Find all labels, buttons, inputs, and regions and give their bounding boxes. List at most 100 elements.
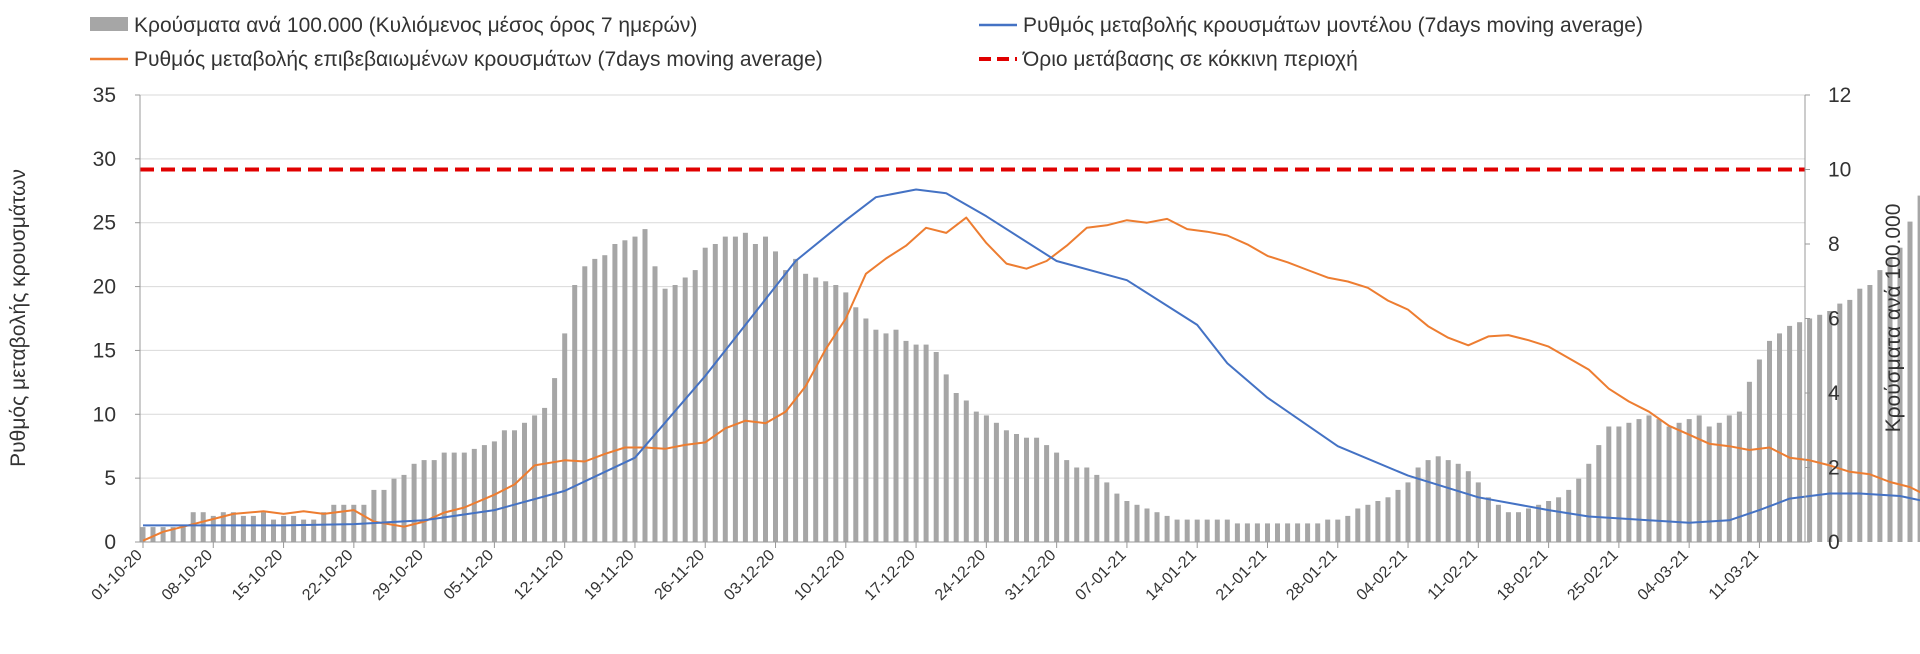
bar [572,285,577,542]
bar [1175,520,1180,542]
bar [532,415,537,542]
right-tick-label: 2 [1828,457,1840,480]
left-tick-label: 30 [93,148,116,171]
bar [984,415,989,542]
left-tick-label: 10 [93,403,116,426]
bar [693,270,698,542]
bar [1516,512,1521,542]
bar [924,345,929,542]
legend-label-threshold: Όριο μετάβασης σε κόκκινη περιοχή [1022,48,1358,71]
bar [833,285,838,542]
bar [1637,419,1642,542]
bar [482,445,487,542]
bar [472,449,477,542]
bar [1586,464,1591,542]
left-axis-title: Ρυθμός μεταβολής κρουσμάτων [7,169,30,467]
bar [402,475,407,542]
bar [1767,341,1772,542]
bar [1466,471,1471,542]
bar [1496,505,1501,542]
legend-label-model-line: Ρυθμός μεταβολής κρουσμάτων μοντέλου (7d… [1023,14,1643,37]
bar [1365,505,1370,542]
bar [231,512,236,542]
bar [853,307,858,542]
bar [1335,520,1340,542]
bar [562,333,567,542]
bar [1657,419,1662,542]
bar [201,512,206,542]
bar [954,393,959,542]
bar [191,512,196,542]
bar [1857,289,1862,542]
bar [1345,516,1350,542]
bar [612,244,617,542]
bar [803,274,808,542]
bar [1034,438,1039,542]
bar [1837,304,1842,542]
bar [1757,360,1762,543]
bar [1225,520,1230,542]
bar [743,233,748,542]
bar [1265,523,1270,542]
bar [1295,523,1300,542]
bar [1084,468,1089,543]
bar [1807,319,1812,543]
bar [291,516,296,542]
bar [1506,512,1511,542]
bar [823,281,828,542]
bar [1064,460,1069,542]
bar [1145,509,1150,543]
bar [1526,509,1531,543]
bar [1375,501,1380,542]
bar [1024,438,1029,542]
bar [994,423,999,542]
bar [1546,501,1551,542]
bar [552,378,557,542]
bar [452,453,457,542]
left-tick-label: 35 [93,84,116,107]
bar [271,520,276,542]
bar [1104,482,1109,542]
bar [371,490,376,542]
bar [1626,423,1631,542]
bar [462,453,467,542]
bar [884,333,889,542]
bar [1195,520,1200,542]
bar [412,464,417,542]
bar [1305,523,1310,542]
bar [582,266,587,542]
legend-item-confirmed-line: Ρυθμός μεταβολής επιβεβαιωμένων κρουσμάτ… [90,48,823,71]
bar [1426,460,1431,542]
legend-label-confirmed-line: Ρυθμός μεταβολής επιβεβαιωμένων κρουσμάτ… [134,48,823,71]
left-tick-label: 25 [93,212,116,235]
bar [1074,468,1079,543]
bar [432,460,437,542]
bar [1647,415,1652,542]
legend-swatch-bars [90,17,128,31]
bar [1446,460,1451,542]
bar [1285,523,1290,542]
bar [592,259,597,542]
bar [1386,497,1391,542]
bar [602,255,607,542]
right-tick-label: 6 [1828,308,1840,331]
bar [904,341,909,542]
bar [683,278,688,543]
bar [261,512,266,542]
bar [813,278,818,543]
bar [1717,423,1722,542]
bar [1536,505,1541,542]
bar [492,441,497,542]
bar [653,266,658,542]
bar [1486,497,1491,542]
bar [974,412,979,542]
bar [1576,479,1581,542]
bar [1205,520,1210,542]
bar [1596,445,1601,542]
bar [1747,382,1752,542]
bar [1155,512,1160,542]
bar [1908,222,1913,542]
bar [321,512,326,542]
